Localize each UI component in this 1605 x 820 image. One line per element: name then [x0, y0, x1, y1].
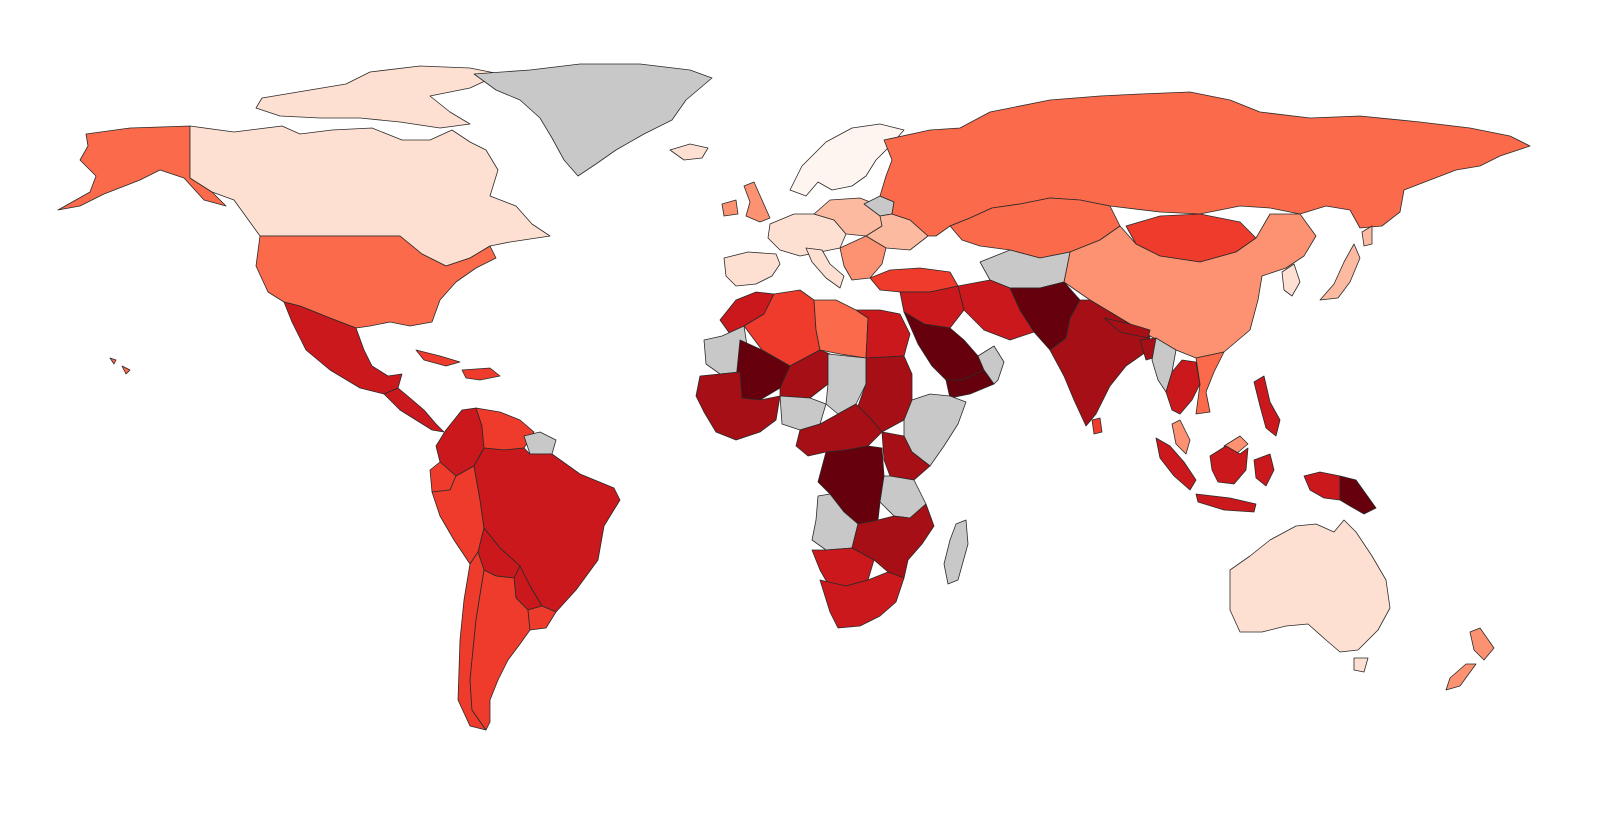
region-central-africa	[795, 403, 883, 457]
region-australia	[1229, 519, 1391, 653]
region-new-zealand	[1445, 627, 1495, 691]
region-turkey	[869, 267, 959, 293]
region-hawaii	[109, 357, 131, 375]
region-borneo	[1209, 445, 1249, 485]
region-png	[1339, 475, 1377, 515]
region-sulawesi	[1253, 453, 1275, 487]
region-malaysia	[1171, 419, 1249, 455]
region-madagascar	[943, 519, 969, 585]
region-iberia	[723, 251, 781, 287]
region-scandinavia	[789, 123, 905, 197]
region-russia	[879, 91, 1531, 237]
region-sumatra	[1155, 437, 1197, 491]
region-japan	[1319, 225, 1373, 301]
region-vietnam	[1195, 351, 1225, 415]
region-niger	[779, 349, 831, 399]
region-sri-lanka	[1091, 417, 1103, 435]
region-guianas	[523, 431, 557, 455]
region-mexico	[283, 301, 403, 395]
region-uruguay	[527, 605, 557, 631]
region-west-papua	[1303, 471, 1341, 501]
region-tasmania	[1353, 657, 1369, 673]
region-philippines	[1253, 375, 1281, 437]
region-caribbean	[415, 349, 501, 381]
region-canadian-arctic-islands	[255, 65, 501, 129]
region-iceland	[669, 143, 709, 161]
region-libya	[813, 299, 869, 359]
region-west-africa	[695, 371, 781, 441]
region-korea	[1281, 263, 1301, 297]
region-drc	[817, 445, 885, 525]
region-sudan	[857, 355, 913, 433]
region-java	[1195, 493, 1257, 513]
region-south-africa	[819, 571, 905, 629]
region-egypt	[855, 309, 911, 359]
region-uk-ireland	[721, 181, 771, 223]
region-central-america	[383, 387, 445, 433]
region-oman-uae	[977, 345, 1005, 385]
region-balkans	[839, 235, 887, 281]
region-nepal-bhutan	[1103, 317, 1151, 339]
region-venezuela	[475, 407, 535, 451]
region-kenya	[881, 431, 931, 481]
region-greenland	[473, 63, 713, 177]
region-argentina	[469, 569, 531, 731]
region-italy	[805, 247, 845, 289]
